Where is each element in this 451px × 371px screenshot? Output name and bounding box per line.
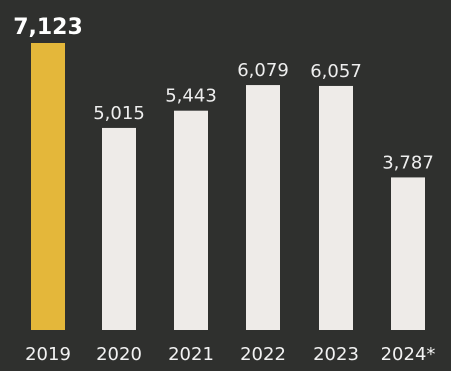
value-label-2022: 6,079 [237,60,289,81]
x-tick-label-2022: 2022 [240,344,286,365]
bar-2021 [174,110,208,330]
value-label-2020: 5,015 [93,103,145,124]
x-tick-label-2020: 2020 [96,344,142,365]
x-tick-label-2019: 2019 [25,344,71,365]
bar-2022 [246,85,280,331]
x-tick-label-2024*: 2024* [381,344,436,365]
bar-2020 [102,127,136,330]
bar-2024* [391,177,425,330]
value-label-2023: 6,057 [310,61,362,82]
value-label-2024*: 3,787 [382,152,434,173]
value-label-2021: 5,443 [165,86,217,107]
x-tick-label-2023: 2023 [313,344,359,365]
x-tick-label-2021: 2021 [168,344,214,365]
bar-2019 [31,43,65,330]
bar-2023 [319,85,353,330]
value-label-2019: 7,123 [13,15,83,40]
